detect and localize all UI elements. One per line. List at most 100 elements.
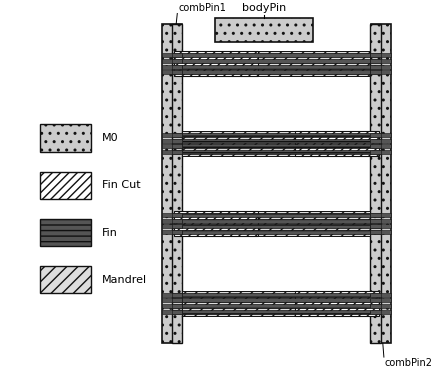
Text: combPin2: combPin2	[385, 358, 433, 368]
Bar	[172, 213, 183, 217]
Text: Fin: Fin	[102, 228, 118, 238]
Bar	[295, 131, 379, 156]
Bar	[370, 53, 381, 57]
Bar	[370, 59, 381, 63]
Bar	[40, 172, 91, 199]
Bar	[172, 304, 183, 308]
Bar	[183, 144, 370, 148]
Bar	[371, 133, 391, 137]
Text: combPin1: combPin1	[178, 3, 226, 13]
Bar	[40, 124, 91, 152]
Bar	[370, 293, 381, 297]
Bar	[370, 299, 381, 303]
Bar	[370, 310, 381, 314]
Bar	[183, 150, 370, 154]
Bar	[370, 218, 381, 223]
Bar	[162, 304, 182, 308]
Bar	[371, 304, 391, 308]
Bar	[370, 24, 381, 343]
Bar	[183, 53, 370, 57]
Bar	[162, 213, 182, 217]
Bar	[162, 53, 182, 57]
Bar	[162, 144, 182, 148]
Bar	[172, 53, 183, 57]
Bar	[174, 51, 257, 76]
Bar	[370, 133, 381, 137]
Bar	[162, 59, 182, 63]
Bar	[183, 51, 370, 76]
Bar	[183, 293, 370, 297]
Bar	[183, 213, 370, 217]
Bar	[370, 224, 381, 228]
Bar	[172, 299, 183, 303]
Bar	[162, 293, 182, 297]
Text: Fin Cut: Fin Cut	[102, 180, 141, 190]
Bar	[371, 299, 391, 303]
Bar	[162, 224, 182, 228]
Bar	[162, 230, 182, 234]
Bar	[183, 299, 370, 303]
Bar	[371, 310, 391, 314]
Bar	[183, 218, 370, 223]
Bar	[162, 65, 182, 69]
Bar	[370, 230, 381, 234]
Bar	[183, 230, 370, 234]
Bar	[183, 131, 370, 156]
Bar	[183, 65, 370, 69]
Bar	[370, 304, 381, 308]
Bar	[172, 139, 183, 142]
Bar	[371, 213, 391, 217]
Bar	[172, 24, 183, 343]
Bar	[371, 70, 391, 74]
Bar	[183, 304, 370, 308]
Bar	[183, 310, 370, 314]
Bar	[370, 144, 381, 148]
Bar	[183, 59, 370, 63]
Bar	[162, 139, 182, 142]
Bar	[172, 224, 183, 228]
Bar	[295, 291, 379, 315]
Bar	[183, 211, 370, 235]
Bar	[371, 150, 391, 154]
Bar	[371, 65, 391, 69]
Bar	[172, 310, 183, 314]
Bar	[370, 70, 381, 74]
Bar	[172, 230, 183, 234]
Bar	[162, 150, 182, 154]
Bar	[371, 53, 391, 57]
Text: Mandrel: Mandrel	[102, 275, 147, 285]
Bar	[371, 139, 391, 142]
Bar	[172, 133, 183, 137]
Bar	[162, 218, 182, 223]
Bar	[172, 70, 183, 74]
Bar	[370, 139, 381, 142]
Bar	[183, 291, 370, 315]
Bar	[183, 70, 370, 74]
Bar	[371, 230, 391, 234]
Bar	[371, 224, 391, 228]
Bar	[370, 150, 381, 154]
Bar	[371, 293, 391, 297]
Text: M0: M0	[102, 133, 119, 143]
Bar	[370, 65, 381, 69]
Bar	[183, 139, 370, 142]
Bar	[183, 133, 370, 137]
Bar	[172, 218, 183, 223]
Bar	[174, 211, 257, 235]
Bar	[162, 24, 182, 343]
Bar	[40, 266, 91, 293]
Bar	[162, 133, 182, 137]
Bar	[172, 59, 183, 63]
Bar	[371, 144, 391, 148]
Bar	[172, 293, 183, 297]
Bar	[214, 18, 313, 42]
Bar	[371, 59, 391, 63]
Bar	[371, 218, 391, 223]
Bar	[172, 144, 183, 148]
Bar	[371, 24, 391, 343]
Bar	[183, 224, 370, 228]
Bar	[370, 213, 381, 217]
Bar	[162, 310, 182, 314]
Bar	[162, 70, 182, 74]
Bar	[40, 219, 91, 246]
